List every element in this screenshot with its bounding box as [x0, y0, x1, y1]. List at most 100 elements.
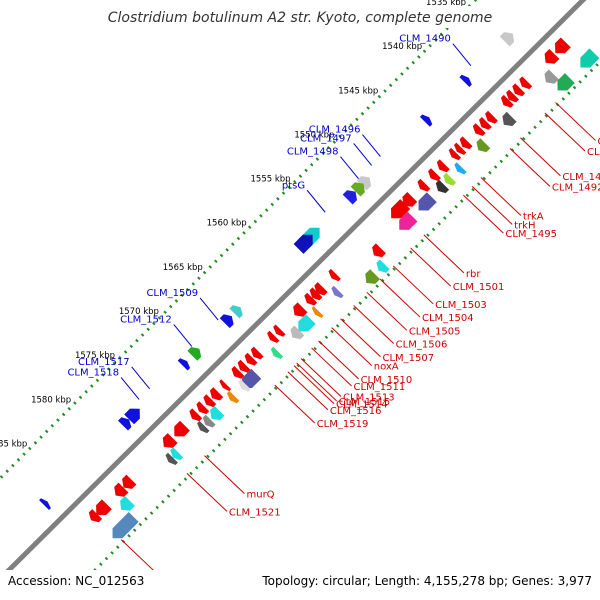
kbp-tick-label: 1565 kbp — [163, 263, 203, 273]
forward-gene — [356, 176, 371, 191]
reverse-gene — [273, 324, 286, 337]
forward-gene — [459, 74, 472, 87]
reverse-gene — [162, 433, 178, 448]
left-gene-label: CLM_1490 — [399, 34, 451, 45]
right-label-leader — [274, 384, 316, 424]
reverse-gene — [555, 37, 571, 54]
right-gene-label: CLM_1503 — [435, 300, 487, 311]
reverse-gene — [443, 172, 457, 186]
left-gene-label: CLM_1498 — [287, 147, 339, 158]
left-gene-label: CLM_1496 — [309, 125, 361, 136]
reverse-gene — [96, 499, 112, 516]
kbp-tick-label: 1580 kbp — [31, 395, 71, 405]
right-label-leader — [471, 185, 513, 225]
right-gene-label: CLM_1516 — [330, 406, 382, 417]
forward-gene — [187, 347, 202, 361]
reverse-gene — [170, 447, 184, 461]
right-label-leader — [480, 177, 522, 216]
reverse-gene — [114, 482, 129, 497]
genome-backbone — [0, 0, 587, 583]
reverse-gene — [120, 496, 135, 511]
right-gene-label: CLM_1514 — [336, 400, 388, 411]
reverse-gene — [314, 282, 328, 296]
reverse-gene — [376, 259, 390, 273]
right-gene-label: CLM_1510 — [361, 375, 413, 386]
left-label-leader — [353, 143, 373, 166]
right-label-leader — [293, 365, 335, 404]
right-label-leader — [340, 318, 381, 358]
reverse-gene — [202, 414, 216, 428]
right-gene-label: rbr — [466, 269, 481, 280]
right-label-leader — [204, 455, 245, 495]
reverse-gene — [242, 368, 262, 388]
reverse-gene — [298, 314, 316, 332]
kbp-tick-label: 1570 kbp — [119, 307, 159, 317]
reverse-gene — [454, 162, 467, 175]
reverse-gene — [174, 420, 190, 437]
reverse-gene — [88, 509, 103, 523]
reverse-gene — [197, 420, 210, 434]
reverse-gene — [512, 83, 526, 97]
left-gene-label: CLM_1509 — [146, 288, 198, 299]
reverse-gene — [231, 366, 245, 379]
reverse-gene — [165, 452, 178, 465]
reverse-gene — [122, 474, 137, 489]
right-label-leader — [331, 327, 373, 366]
forward-gene — [293, 234, 313, 254]
reverse-gene — [436, 159, 450, 173]
reverse-gene — [557, 73, 575, 91]
reverse-gene — [238, 379, 251, 392]
reverse-gene — [210, 405, 225, 421]
footer-background — [0, 570, 600, 600]
reverse-tick-ring — [65, 59, 600, 600]
kbp-tick-label: 1555 kbp — [251, 175, 291, 185]
reverse-gene — [544, 69, 559, 84]
reverse-gene — [544, 49, 560, 64]
right-label-leader — [379, 278, 421, 318]
reverse-gene — [209, 387, 224, 401]
left-label-leader — [131, 366, 151, 390]
forward-gene — [39, 498, 51, 510]
forward-tick-ring — [0, 0, 478, 481]
forward-gene — [124, 408, 140, 425]
right-gene-label: trkA — [523, 212, 544, 223]
right-label-leader — [555, 102, 596, 141]
reverse-gene — [506, 89, 519, 103]
forward-gene — [350, 182, 365, 197]
right-label-leader — [318, 340, 359, 380]
reverse-gene — [311, 306, 324, 318]
left-gene-label: CLM_1518 — [67, 367, 119, 378]
right-label-leader — [300, 358, 342, 397]
reverse-gene — [417, 178, 431, 192]
reverse-gene — [435, 179, 450, 194]
right-label-leader — [509, 147, 551, 187]
forward-gene — [419, 114, 433, 127]
right-gene-label: CLM_1506 — [396, 340, 448, 351]
reverse-gene — [331, 285, 344, 299]
right-label-leader — [520, 137, 561, 177]
right-gene-label: CLM_1507 — [383, 353, 435, 364]
reverse-gene — [290, 325, 305, 340]
forward-gene — [342, 190, 357, 205]
reverse-gene — [196, 401, 210, 415]
right-label-leader — [544, 112, 586, 152]
reverse-gene — [402, 192, 418, 207]
right-label-leader — [296, 362, 337, 402]
kbp-tick-label: 1550 kbp — [294, 130, 334, 140]
right-gene-label: murQ — [246, 490, 274, 501]
label-leader-lines — [120, 43, 596, 578]
reverse-gene — [399, 211, 418, 230]
right-gene-label: CLM_1505 — [409, 326, 461, 337]
right-label-leader — [186, 472, 228, 512]
left-label-leader — [120, 377, 140, 400]
reverse-gene — [365, 269, 380, 284]
reverse-gene — [267, 330, 280, 343]
reverse-gene — [580, 48, 600, 68]
right-gene-label: CLM_1511 — [354, 382, 406, 393]
gene-features — [39, 32, 600, 539]
reverse-gene — [448, 147, 462, 161]
reverse-gene — [112, 512, 139, 539]
right-label-leader — [392, 265, 434, 305]
